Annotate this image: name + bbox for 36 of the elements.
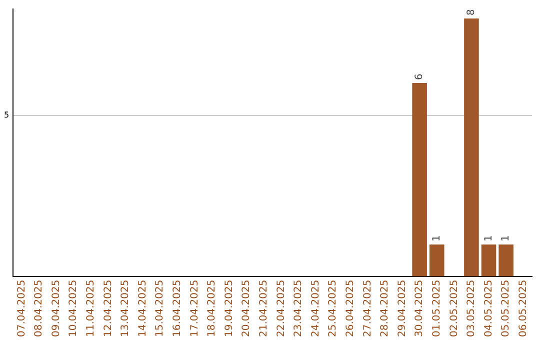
x-tick-label: 06.05.2025 (518, 280, 529, 338)
x-tick-label: 19.04.2025 (224, 280, 235, 338)
x-tick-label: 12.04.2025 (102, 280, 114, 338)
x-tick-label: 11.04.2025 (86, 280, 97, 338)
data-label: 1 (500, 235, 512, 242)
data-label: 6 (414, 74, 426, 80)
x-tick-label: 26.04.2025 (344, 280, 356, 338)
x-tick-label: 01.05.2025 (431, 280, 442, 338)
x-tick-label: 08.04.2025 (34, 280, 45, 338)
x-tick-label: 25.04.2025 (328, 280, 339, 338)
x-tick-label: 09.04.2025 (50, 280, 62, 338)
x-tick-label: 04.05.2025 (483, 280, 494, 338)
x-tick-label: 18.04.2025 (206, 280, 218, 338)
x-tick-label: 27.04.2025 (362, 280, 374, 338)
x-tick-label: 20.04.2025 (241, 280, 252, 338)
x-tick-label: 14.04.2025 (137, 280, 148, 338)
y-tick-label: 5 (4, 110, 10, 120)
x-tick-label: 24.04.2025 (310, 280, 322, 338)
x-tick-label: 30.04.2025 (414, 280, 426, 338)
x-tick-label: 10.04.2025 (68, 280, 80, 338)
x-tick-label: 21.04.2025 (258, 280, 270, 338)
x-tick-label: 05.05.2025 (500, 280, 512, 338)
x-tick-label: 16.04.2025 (172, 280, 184, 338)
x-tick-label: 29.04.2025 (396, 280, 408, 338)
x-tick-label: 28.04.2025 (380, 280, 391, 338)
x-tick-label: 13.04.2025 (120, 280, 132, 338)
x-tick-label: 03.05.2025 (466, 280, 478, 338)
data-label: 1 (483, 235, 494, 242)
data-label: 8 (466, 9, 478, 16)
x-tick-label: 15.04.2025 (154, 280, 166, 338)
x-tick-label: 17.04.2025 (189, 280, 200, 338)
x-tick-label: 23.04.2025 (293, 280, 304, 338)
x-tick-label: 02.05.2025 (448, 280, 460, 338)
x-tick-label: 22.04.2025 (276, 280, 287, 338)
x-tick-label: 07.04.2025 (16, 280, 28, 338)
data-label: 1 (431, 235, 442, 242)
